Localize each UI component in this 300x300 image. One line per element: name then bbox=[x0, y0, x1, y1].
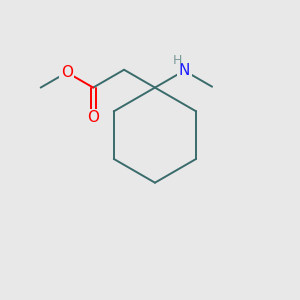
Text: O: O bbox=[87, 110, 99, 125]
Text: H: H bbox=[173, 54, 182, 67]
Text: O: O bbox=[61, 65, 73, 80]
Text: N: N bbox=[178, 63, 190, 78]
